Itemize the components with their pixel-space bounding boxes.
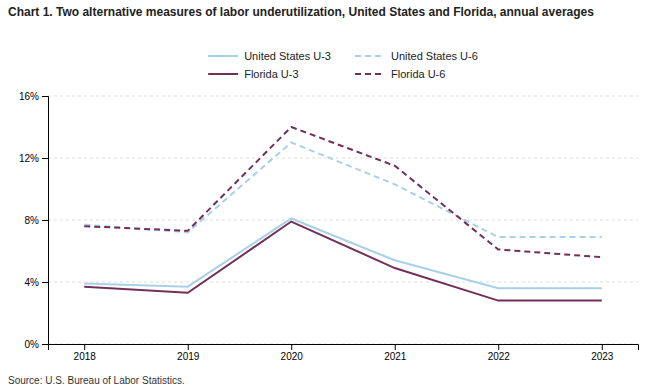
legend-swatch — [355, 73, 385, 75]
x-tick: 2018 — [74, 344, 97, 362]
series-line — [84, 222, 602, 301]
x-tick: 2021 — [384, 344, 407, 362]
title-line: Chart 1. Two alternative measures of lab… — [8, 5, 594, 19]
title: Chart 1. Two alternative measures of lab… — [8, 5, 594, 19]
y-tick: 16% — [19, 91, 48, 102]
tick-mark — [42, 96, 48, 97]
series-line — [84, 127, 602, 257]
tick-mark — [498, 344, 499, 350]
legend: United States U-3 United States U-6 Florid… — [208, 50, 478, 80]
axis-domain — [49, 345, 639, 351]
tick-label: 8% — [25, 215, 40, 226]
tick-label: 2019 — [177, 351, 200, 362]
y-axis: 0% 4% 8% 12% 16% — [19, 91, 49, 350]
tick-mark — [42, 344, 48, 345]
tick-label: 4% — [25, 277, 40, 288]
tick-mark — [42, 158, 48, 159]
tick-label: 2020 — [281, 351, 304, 362]
tick-label: 16% — [19, 91, 39, 102]
tick-mark — [42, 282, 48, 283]
tick-label: 2018 — [74, 351, 97, 362]
y-tick: 8% — [25, 215, 48, 226]
grid — [48, 96, 638, 344]
tick-mark — [188, 344, 189, 350]
tick-label: 2022 — [488, 351, 511, 362]
legend-item: Florida U-6 — [355, 68, 445, 80]
tick-label: 12% — [19, 153, 39, 164]
y-tick: 12% — [19, 153, 48, 164]
tick-mark — [84, 344, 85, 350]
tick-label: 0% — [25, 339, 40, 350]
y-tick: 4% — [25, 277, 48, 288]
grid-line — [48, 282, 638, 283]
series-group — [84, 127, 602, 301]
tick-label: 2021 — [384, 351, 407, 362]
legend-swatch — [208, 55, 238, 57]
legend-swatch — [355, 55, 385, 57]
series-line — [84, 218, 602, 288]
x-axis: 2018 2019 2020 2021 2022 2023 — [49, 344, 639, 362]
grid-line — [48, 220, 638, 221]
legend-label: United States U-6 — [391, 50, 478, 62]
tick-mark — [602, 344, 603, 350]
legend-label: Florida U-6 — [391, 68, 445, 80]
tick-label: 2023 — [591, 351, 614, 362]
source: Source: U.S. Bureau of Labor Statistics. — [8, 375, 185, 386]
grid-line — [48, 158, 638, 159]
tick-mark — [42, 220, 48, 221]
grid-line — [48, 96, 638, 97]
x-tick: 2020 — [281, 344, 304, 362]
plot: 2018 2019 2020 2021 2022 2023 0% 4% 8% 12% 16% — [19, 91, 639, 362]
legend-swatch — [208, 73, 238, 75]
legend-label: Florida U-3 — [244, 68, 298, 80]
tick-mark — [395, 344, 396, 350]
legend-item: United States U-6 — [355, 50, 478, 62]
axis-domain — [42, 97, 49, 345]
series-line — [84, 143, 602, 238]
x-tick: 2019 — [177, 344, 200, 362]
tick-mark — [291, 344, 292, 350]
legend-item: United States U-3 — [208, 50, 331, 62]
x-tick: 2023 — [591, 344, 614, 362]
legend-label: United States U-3 — [244, 50, 331, 62]
legend-item: Florida U-3 — [208, 68, 298, 80]
x-tick: 2022 — [488, 344, 511, 362]
y-tick: 0% — [25, 339, 48, 350]
chart: Chart 1. Two alternative measures of lab… — [0, 0, 660, 390]
